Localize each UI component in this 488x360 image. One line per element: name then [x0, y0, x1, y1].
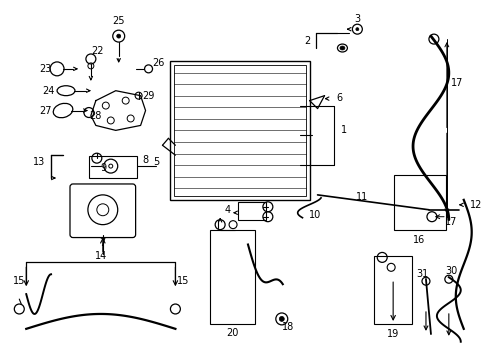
Text: 26: 26 [152, 58, 164, 68]
Text: 29: 29 [142, 91, 154, 101]
Text: 3: 3 [354, 14, 360, 24]
Text: 6: 6 [336, 93, 342, 103]
Bar [210, 230, 254, 324]
Text: 2: 2 [304, 36, 310, 46]
Text: 20: 20 [225, 328, 238, 338]
Text: 18: 18 [281, 322, 293, 332]
Text: 25: 25 [112, 16, 125, 26]
Text: 17: 17 [449, 78, 462, 88]
Text: 15: 15 [13, 276, 25, 286]
Text: 4: 4 [224, 205, 231, 215]
Text: 19: 19 [386, 329, 399, 339]
Circle shape [355, 28, 358, 31]
Circle shape [279, 316, 284, 321]
Text: 10: 10 [308, 210, 320, 220]
Bar [393, 175, 445, 230]
Bar [238, 202, 265, 220]
Text: 23: 23 [39, 64, 51, 74]
Bar [89, 156, 136, 178]
Text: 11: 11 [355, 192, 367, 202]
Text: 16: 16 [412, 234, 424, 244]
Text: 31: 31 [415, 269, 427, 279]
Text: 22: 22 [91, 46, 104, 56]
Bar [174, 65, 305, 196]
Bar [170, 61, 309, 200]
Text: 5: 5 [153, 157, 159, 167]
Text: 7: 7 [100, 238, 106, 248]
Text: 13: 13 [33, 157, 45, 167]
Text: 24: 24 [42, 86, 54, 96]
Text: 9: 9 [101, 163, 107, 173]
Text: 17: 17 [444, 217, 456, 227]
Text: 14: 14 [95, 251, 107, 261]
Bar [373, 256, 411, 324]
Ellipse shape [339, 46, 344, 50]
Text: 8: 8 [142, 155, 148, 165]
Text: 15: 15 [177, 276, 189, 286]
Text: 27: 27 [39, 105, 51, 116]
Text: 1: 1 [341, 125, 347, 135]
Text: 30: 30 [445, 266, 457, 276]
Text: 28: 28 [89, 111, 102, 121]
Text: 12: 12 [468, 200, 481, 210]
Circle shape [117, 34, 121, 38]
